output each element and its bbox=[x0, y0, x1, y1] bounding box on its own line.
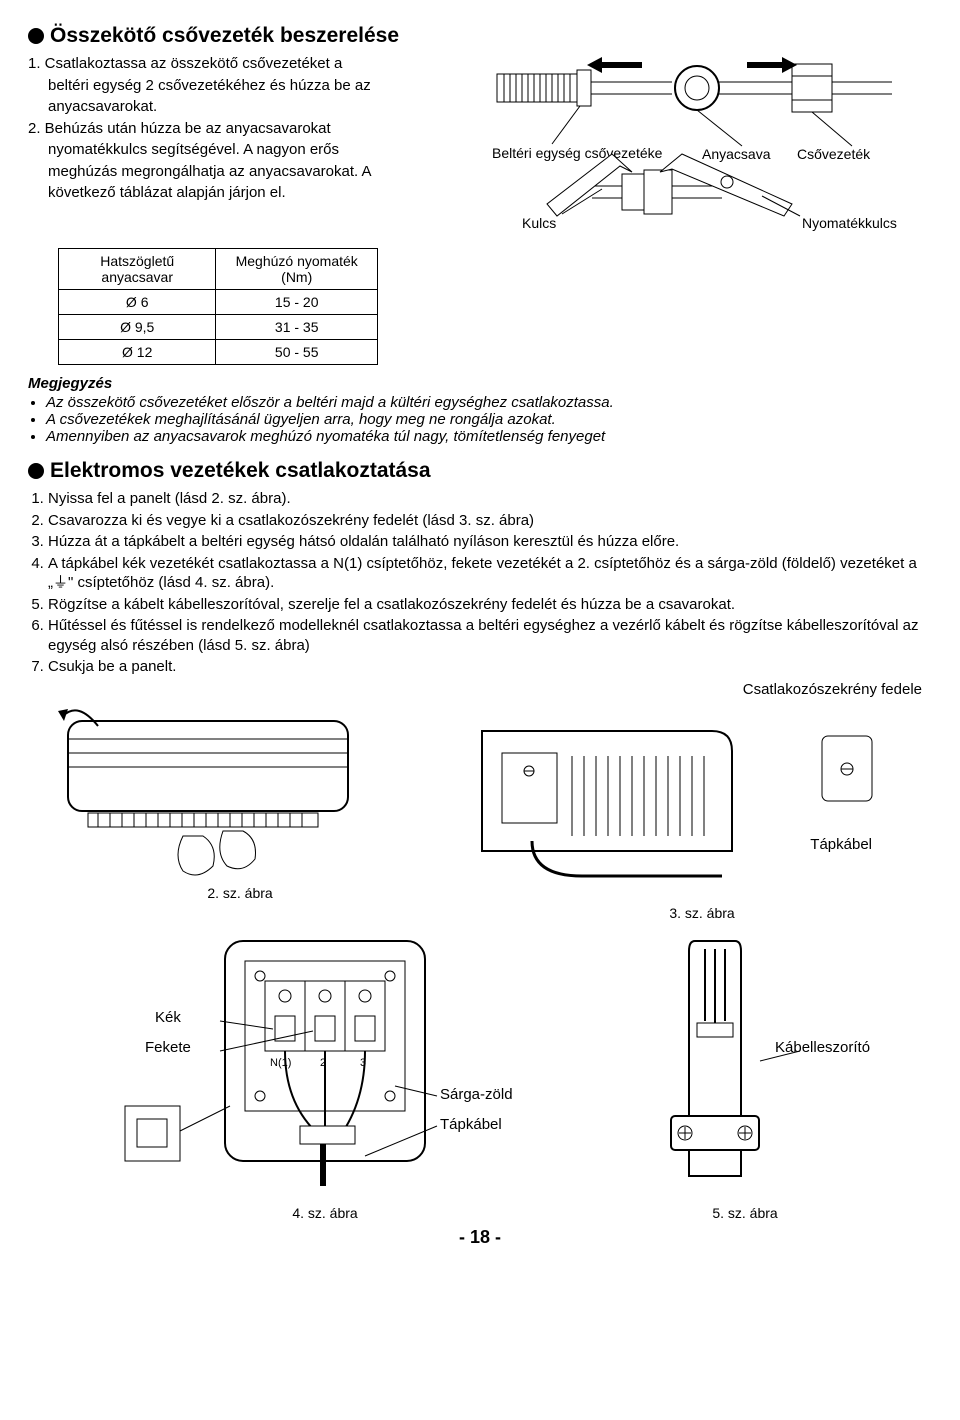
fig4-caption: 4. sz. ábra bbox=[65, 1205, 585, 1221]
fig4-label-power: Tápkábel bbox=[440, 1116, 502, 1133]
section2-title: Elektromos vezetékek csatlakoztatása bbox=[28, 459, 932, 483]
pipe-diagram: Beltéri egység csővezetéke Anyacsava Cső… bbox=[492, 54, 932, 238]
fig5-svg bbox=[595, 931, 895, 1201]
notes-header: Megjegyzés bbox=[28, 375, 932, 392]
figure-4: N(1) 2 3 Kék Fekete bbox=[65, 931, 585, 1221]
s1p2-2: nyomatékkulcs segítségével. A nagyon erő… bbox=[28, 140, 476, 160]
cell: 50 - 55 bbox=[216, 340, 378, 365]
fig2-svg bbox=[28, 681, 388, 881]
fig5-caption: 5. sz. ábra bbox=[595, 1205, 895, 1221]
lbl-unit-pipe: Beltéri egység csővezetéke bbox=[492, 145, 663, 161]
torque-table: Hatszögletű anyacsavar Meghúzó nyomaték … bbox=[58, 248, 378, 365]
figure-5: Kábelleszorító 5. sz. ábra bbox=[595, 931, 895, 1221]
step-item: Csukja be a panelt. bbox=[48, 657, 932, 677]
lbl-pipe: Csővezeték bbox=[797, 146, 871, 162]
page-number: - 18 - bbox=[28, 1227, 932, 1248]
note-item: Amennyiben az anyacsavarok meghúzó nyoma… bbox=[46, 428, 932, 445]
section1-title-text: Összekötő csővezeték beszerelése bbox=[50, 24, 399, 47]
section1-text: 1. Csatlakoztassa az összekötő csővezeté… bbox=[28, 54, 476, 205]
bullet-icon bbox=[28, 463, 44, 479]
figure-3: Csatlakozószekrény fedele Tápkábel 3. sz… bbox=[472, 681, 932, 921]
section2-title-text: Elektromos vezetékek csatlakoztatása bbox=[50, 459, 431, 482]
lbl-nut: Anyacsava bbox=[702, 146, 771, 162]
cell: 15 - 20 bbox=[216, 290, 378, 315]
fig5-label-clamp: Kábelleszorító bbox=[775, 1039, 870, 1056]
s1p2-4: következő táblázat alapján járjon el. bbox=[28, 183, 476, 203]
fig2-caption: 2. sz. ábra bbox=[28, 885, 452, 901]
fig4-svg: N(1) 2 3 bbox=[65, 931, 585, 1201]
fig3-label-cover-text: Csatlakozószekrény fedele bbox=[743, 681, 922, 698]
steps-list: Nyissa fel a panelt (lásd 2. sz. ábra). … bbox=[28, 489, 932, 677]
bullet-icon bbox=[28, 28, 44, 44]
figure-2: 2. sz. ábra bbox=[28, 681, 452, 901]
cell: Ø 9,5 bbox=[59, 315, 216, 340]
fig3-svg bbox=[472, 681, 932, 901]
table-row: Ø 6 15 - 20 bbox=[59, 290, 378, 315]
fig4-label-black: Fekete bbox=[145, 1039, 191, 1056]
th-2: Meghúzó nyomaték (Nm) bbox=[216, 249, 378, 290]
s1p1-3: anyacsavarokat. bbox=[28, 97, 476, 117]
section1-title: Összekötő csővezeték beszerelése bbox=[28, 24, 932, 48]
cell: 31 - 35 bbox=[216, 315, 378, 340]
fig3-label-cover: Csatlakozószekrény fedele bbox=[743, 681, 922, 699]
note-item: A csővezetékek meghajlításánál ügyeljen … bbox=[46, 411, 932, 428]
fig4-label-blue: Kék bbox=[155, 1009, 181, 1026]
fig4-label-yg: Sárga-zöld bbox=[440, 1086, 513, 1103]
pipe-connection-svg: Beltéri egység csővezetéke Anyacsava Cső… bbox=[492, 54, 932, 234]
s1p2-3: meghúzás megrongálhatja az anyacsavaroka… bbox=[28, 162, 476, 182]
step-item: Húzza át a tápkábelt a beltéri egység há… bbox=[48, 532, 932, 552]
lbl-wrench: Kulcs bbox=[522, 215, 556, 231]
section1-body: 1. Csatlakoztassa az összekötő csővezeté… bbox=[28, 54, 932, 238]
table-header-row: Hatszögletű anyacsavar Meghúzó nyomaték … bbox=[59, 249, 378, 290]
step-item: Csavarozza ki és vegye ki a csatlakozósz… bbox=[48, 511, 932, 531]
note-item: Az összekötő csővezetéket először a belt… bbox=[46, 394, 932, 411]
lbl-torque-wrench: Nyomatékkulcs bbox=[802, 215, 897, 231]
table-row: Ø 9,5 31 - 35 bbox=[59, 315, 378, 340]
step-item: Nyissa fel a panelt (lásd 2. sz. ábra). bbox=[48, 489, 932, 509]
th-1: Hatszögletű anyacsavar bbox=[59, 249, 216, 290]
s1p2-1: 2. Behúzás után húzza be az anyacsavarok… bbox=[28, 119, 476, 139]
s1p1-1: 1. Csatlakoztassa az összekötő csővezeté… bbox=[28, 54, 476, 74]
cell: Ø 6 bbox=[59, 290, 216, 315]
fig3-caption: 3. sz. ábra bbox=[472, 905, 932, 921]
svg-text:N(1): N(1) bbox=[270, 1057, 291, 1069]
s1p1-2: beltéri egység 2 csővezetékéhez és húzza… bbox=[28, 76, 476, 96]
cell: Ø 12 bbox=[59, 340, 216, 365]
step-item: Hűtéssel és fűtéssel is rendelkező model… bbox=[48, 616, 932, 655]
step-item: Rögzítse a kábelt kábelleszorítóval, sze… bbox=[48, 595, 932, 615]
fig3-label-power: Tápkábel bbox=[810, 836, 872, 853]
step-item: A tápkábel kék vezetékét csatlakoztassa … bbox=[48, 554, 932, 593]
table-row: Ø 12 50 - 55 bbox=[59, 340, 378, 365]
notes-block: Megjegyzés Az összekötő csővezetéket elő… bbox=[28, 375, 932, 445]
